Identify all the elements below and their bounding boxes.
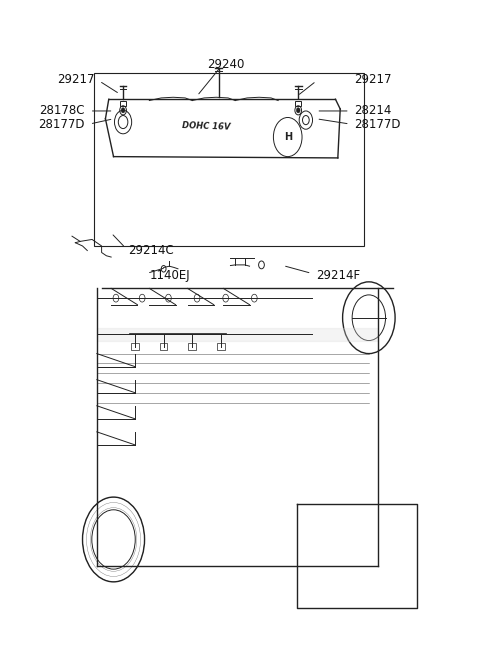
Text: 28177D: 28177D bbox=[355, 117, 401, 130]
Text: DOHC 16V: DOHC 16V bbox=[182, 121, 231, 132]
Text: 28178C: 28178C bbox=[39, 104, 85, 117]
Bar bbox=[95, 73, 364, 246]
Text: 29217: 29217 bbox=[57, 73, 95, 86]
Text: 1140EJ: 1140EJ bbox=[149, 269, 190, 282]
Text: 29240: 29240 bbox=[207, 58, 244, 71]
Bar bbox=[217, 343, 225, 350]
Bar bbox=[189, 343, 196, 350]
Text: 28177D: 28177D bbox=[38, 117, 85, 130]
Text: H: H bbox=[284, 132, 292, 142]
Circle shape bbox=[121, 107, 125, 113]
Text: 29214F: 29214F bbox=[316, 269, 360, 282]
Circle shape bbox=[296, 107, 300, 113]
Bar bbox=[131, 343, 139, 350]
Bar bbox=[160, 343, 168, 350]
Text: 29217: 29217 bbox=[355, 73, 392, 86]
Text: 28214: 28214 bbox=[355, 104, 392, 117]
Text: 29214C: 29214C bbox=[128, 244, 174, 257]
